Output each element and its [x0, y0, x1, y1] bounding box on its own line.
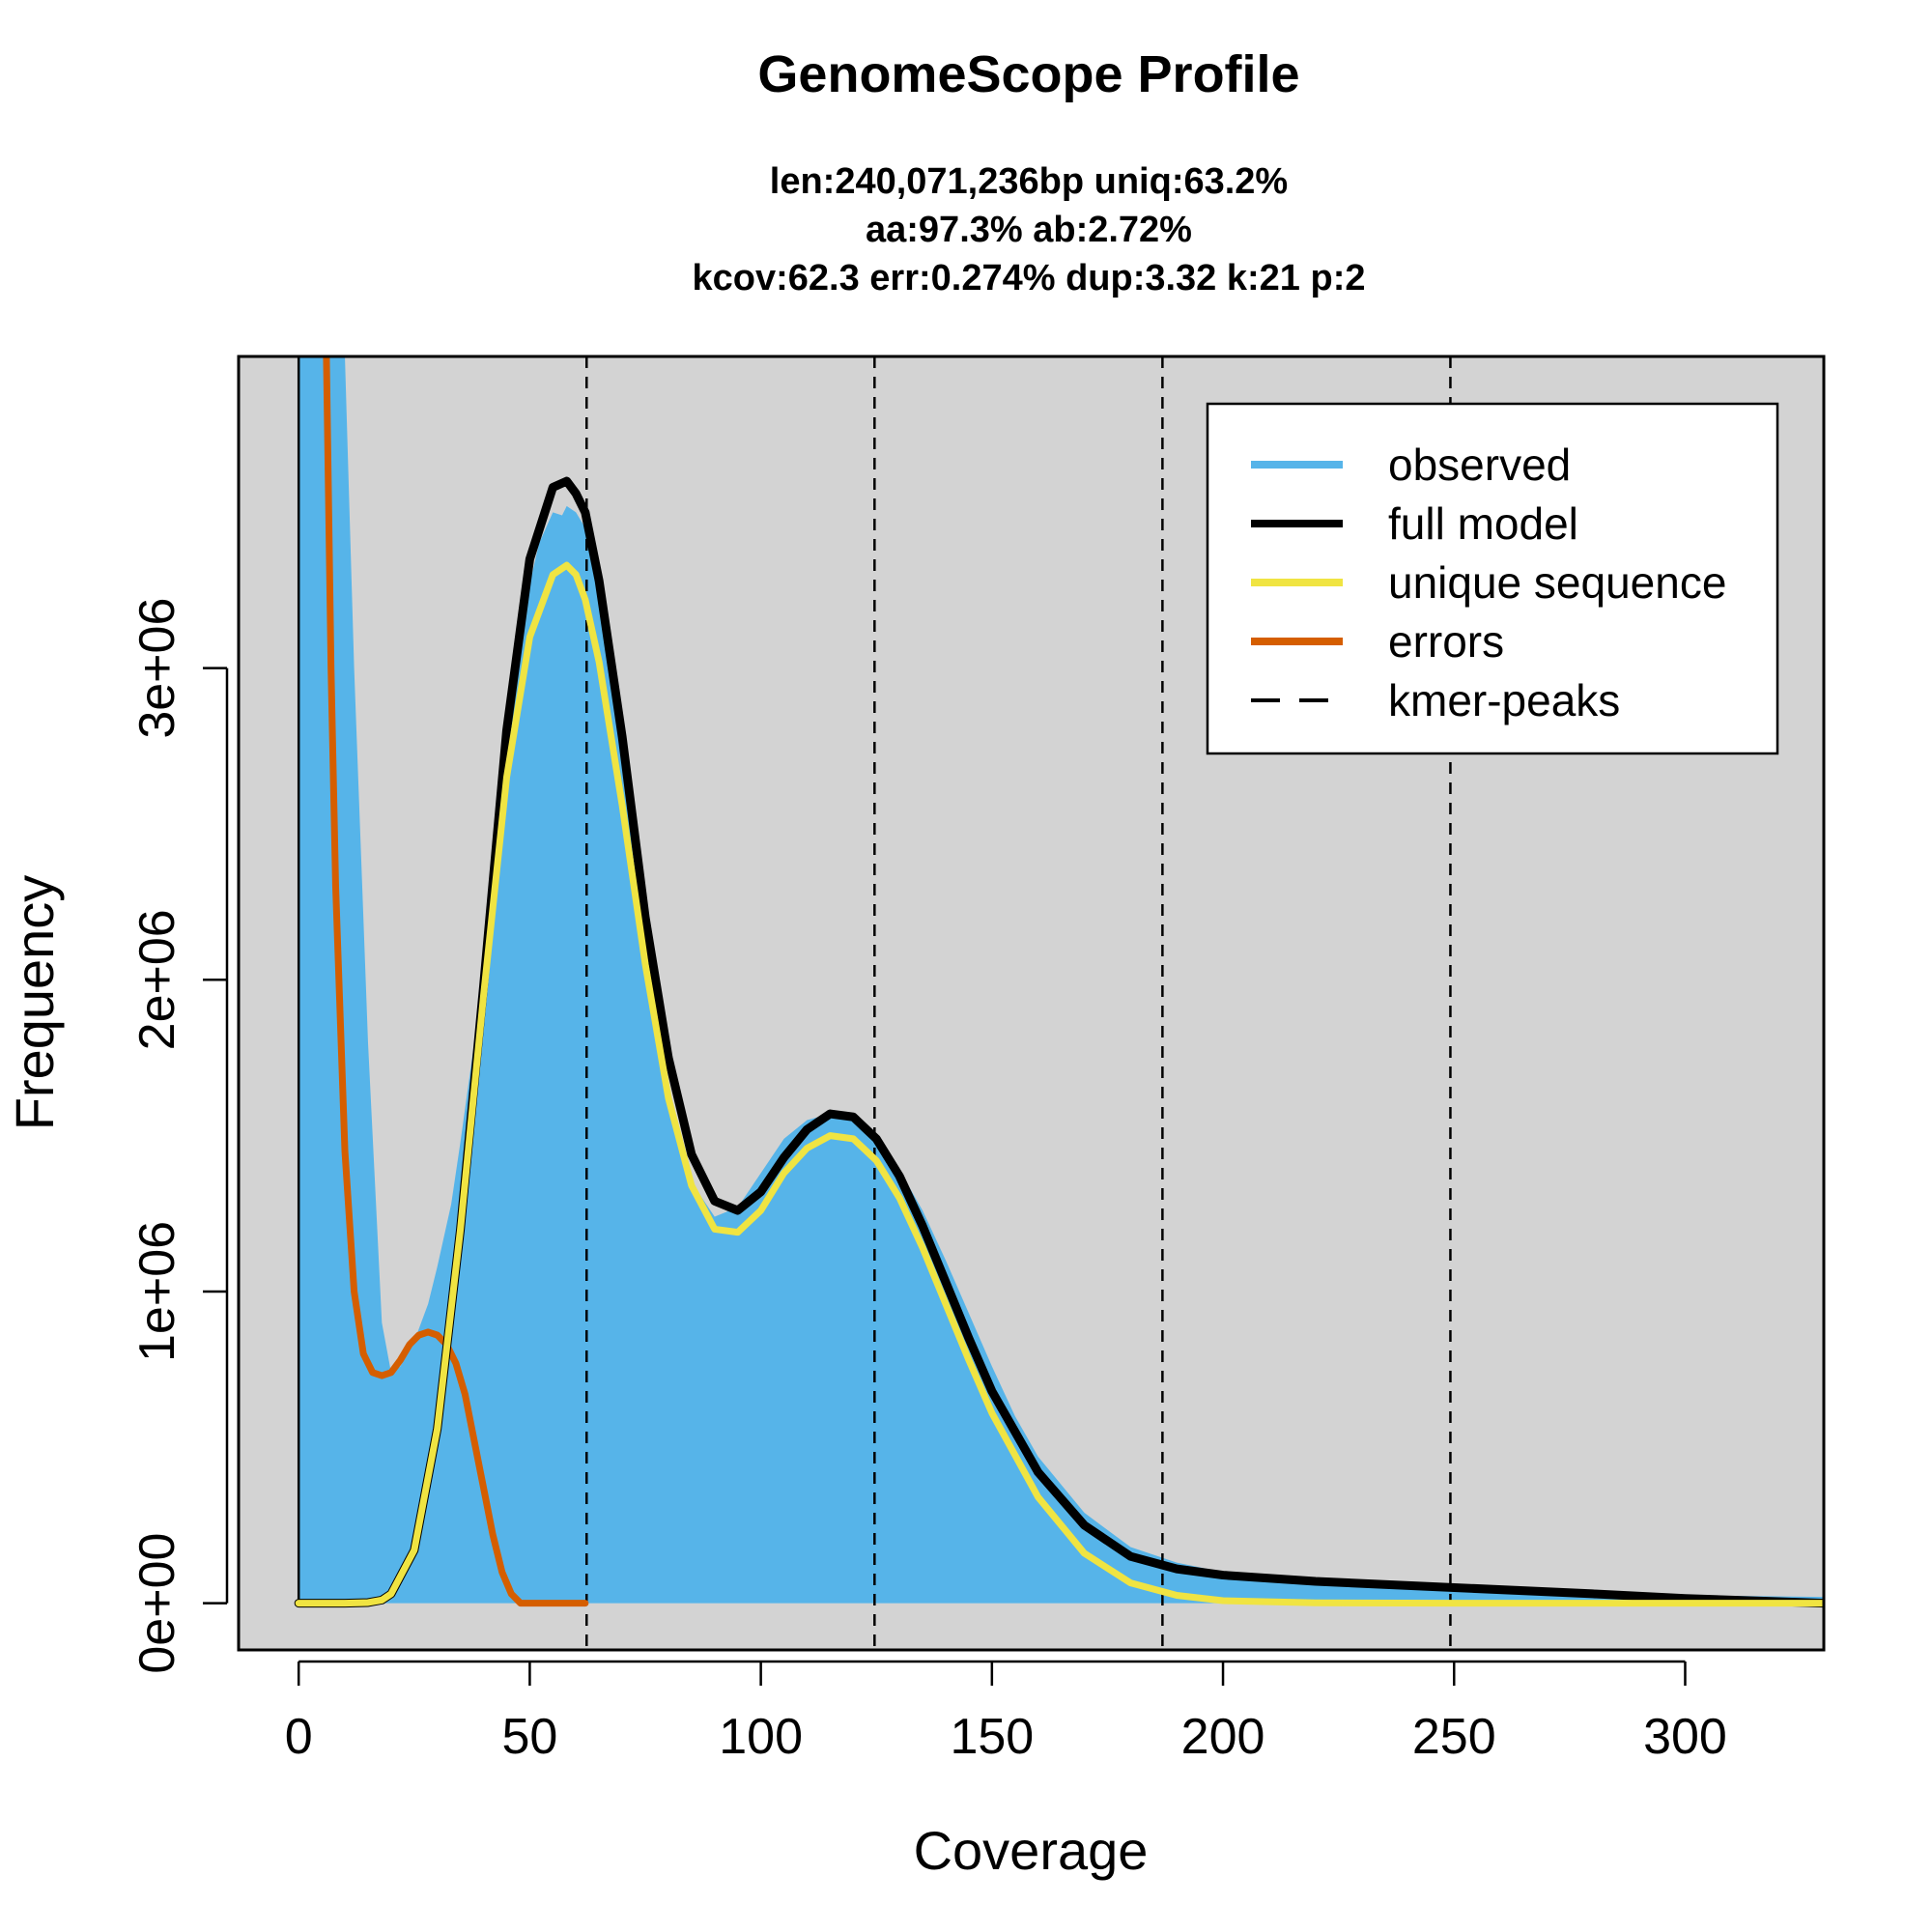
y-axis-label: Frequency [4, 875, 65, 1131]
x-axis: 0 50 100 150 200 250 300 [285, 1660, 1727, 1765]
x-axis-label: Coverage [914, 1820, 1149, 1881]
x-tick-label: 150 [950, 1709, 1034, 1765]
y-tick-label: 3e+06 [129, 598, 185, 739]
legend-label: unique sequence [1388, 557, 1726, 608]
legend-item-observed: observed [1251, 440, 1571, 490]
x-tick-label: 250 [1412, 1709, 1496, 1765]
x-tick-label: 200 [1181, 1709, 1265, 1765]
y-axis: 0e+00 1e+06 2e+06 3e+06 [129, 598, 229, 1674]
chart-subtitle-line-1: len:240,071,236bp uniq:63.2% [770, 161, 1288, 202]
x-tick-label: 100 [719, 1709, 803, 1765]
legend-label: full model [1388, 498, 1578, 549]
errors-line [323, 356, 589, 1607]
legend-item-kmer-peaks: kmer-peaks [1251, 675, 1620, 725]
legend-item-full-model: full model [1251, 498, 1578, 549]
legend-label: kmer-peaks [1388, 675, 1620, 725]
legend: observed full model unique sequence errors k… [1206, 402, 1779, 755]
x-tick-label: 300 [1643, 1709, 1727, 1765]
legend-item-errors: errors [1251, 616, 1504, 667]
chart-title: GenomeScope Profile [757, 45, 1299, 103]
chart-subtitle-line-2: aa:97.3% ab:2.72% [866, 210, 1192, 250]
y-tick-label: 1e+06 [129, 1221, 185, 1362]
chart-subtitle-line-3: kcov:62.3 err:0.274% dup:3.32 k:21 p:2 [692, 258, 1365, 298]
observed-histogram [298, 356, 1824, 1604]
y-tick-label: 0e+00 [129, 1533, 185, 1674]
legend-label: errors [1388, 616, 1504, 667]
x-tick-label: 50 [501, 1709, 557, 1765]
unique-sequence-line [295, 561, 1824, 1607]
legend-item-unique-sequence: unique sequence [1251, 557, 1726, 608]
legend-label: observed [1388, 440, 1571, 490]
x-tick-label: 0 [285, 1709, 313, 1765]
y-tick-label: 2e+06 [129, 909, 185, 1050]
plot-frame [237, 355, 1826, 1652]
